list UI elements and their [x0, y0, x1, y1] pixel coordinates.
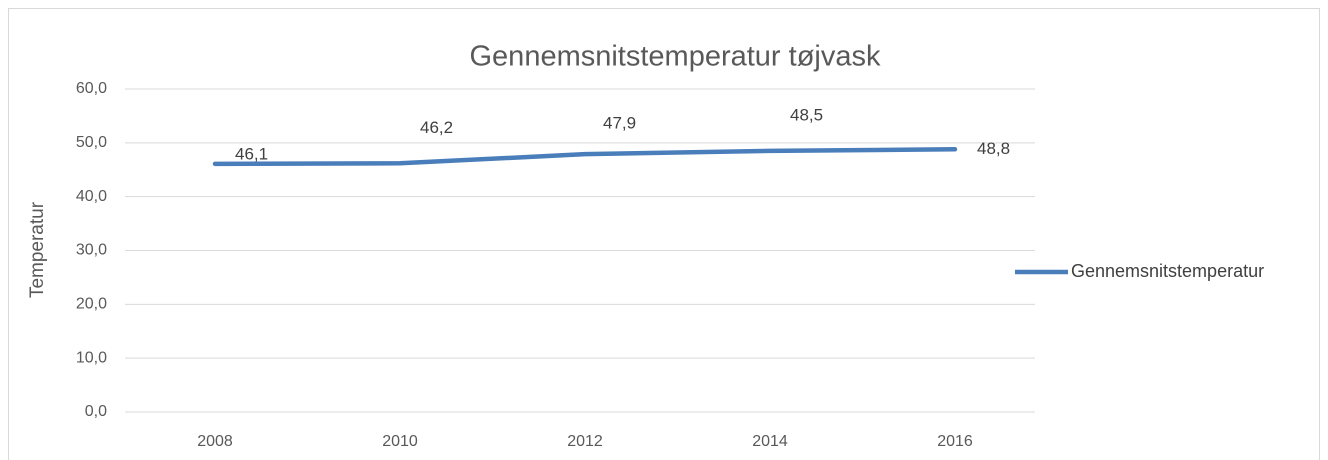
y-tick-label: 30,0	[76, 242, 107, 259]
chart-title: Gennemsnitstemperatur tøjvask	[470, 41, 881, 73]
y-tick-label: 20,0	[76, 296, 107, 313]
data-label: 47,9	[603, 114, 636, 133]
chart-border	[8, 8, 1320, 460]
data-label: 46,1	[235, 144, 268, 163]
y-tick-label: 0,0	[85, 403, 107, 420]
y-tick-label: 10,0	[76, 349, 107, 366]
line	[212, 147, 958, 167]
y-tick-label: 60,0	[76, 80, 107, 97]
legend-label: Gennemsnitstemperatur	[1071, 261, 1264, 281]
x-tick-label: 2014	[752, 433, 788, 450]
data-label: 48,8	[977, 139, 1010, 158]
y-tick-label: 40,0	[76, 188, 107, 205]
x-tick-label: 2016	[937, 433, 973, 450]
data-label: 46,2	[420, 118, 453, 137]
x-tick-label: 2010	[382, 433, 418, 450]
x-tick-label: 2012	[567, 433, 603, 450]
data-label: 48,5	[790, 105, 823, 124]
y-tick-label: 50,0	[76, 134, 107, 151]
x-tick-label: 2008	[197, 433, 233, 450]
y-axis-label: Temperatur	[27, 201, 48, 298]
